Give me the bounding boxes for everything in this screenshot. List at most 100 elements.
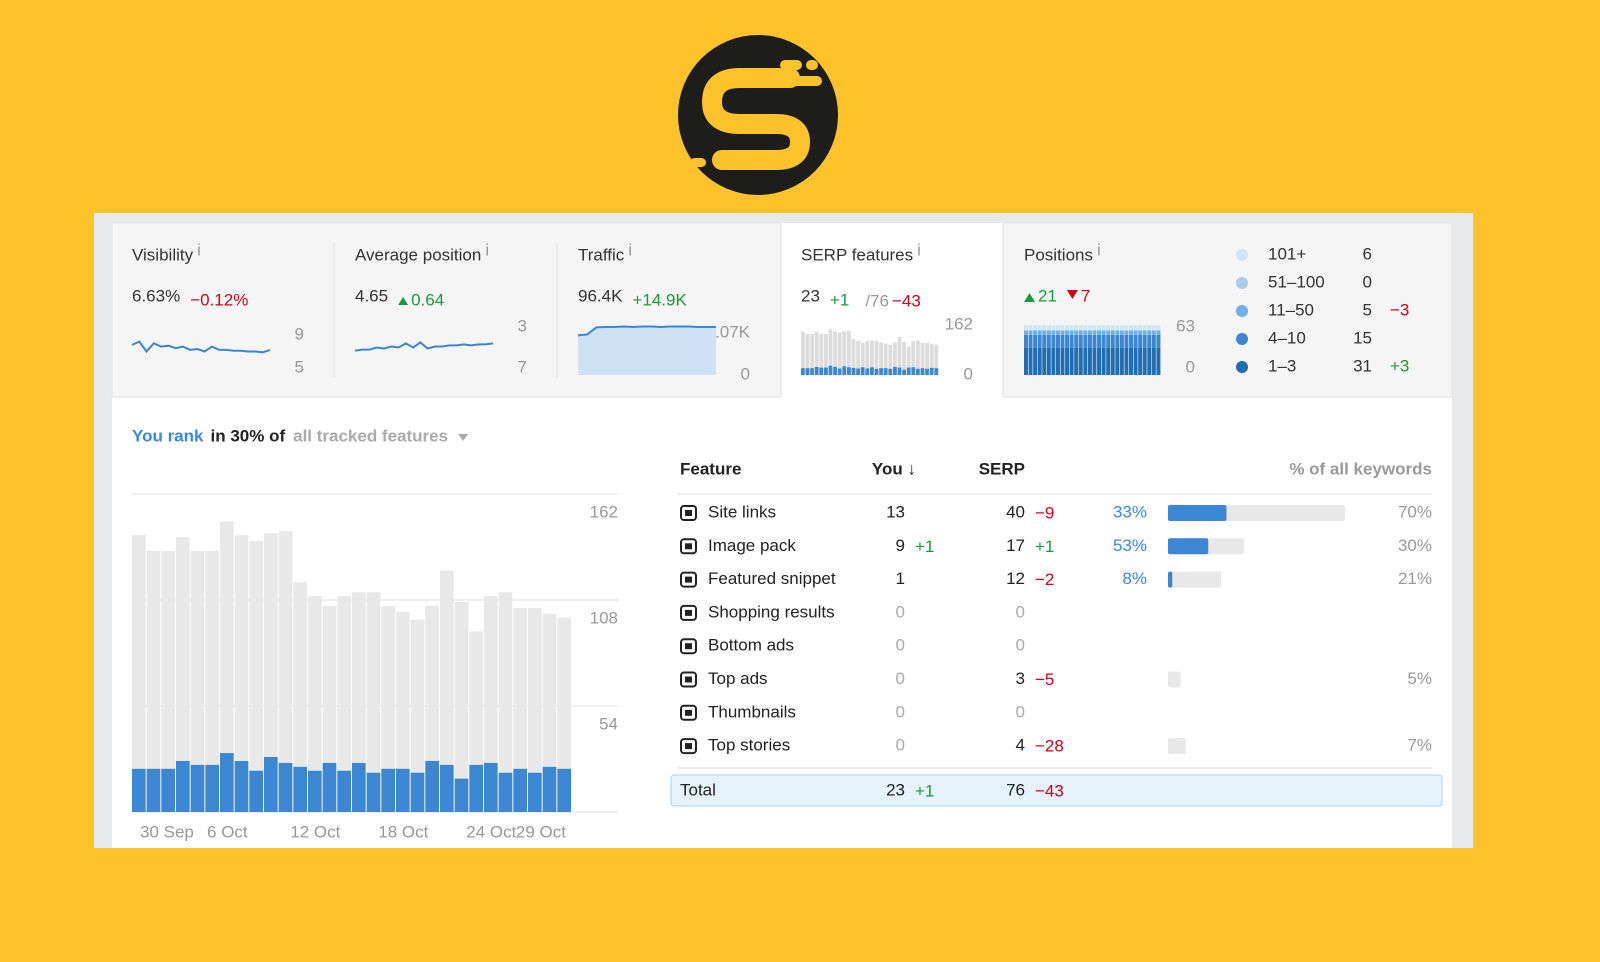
- share-label: 70%: [1398, 502, 1432, 521]
- positions-bar-segment: [1092, 325, 1097, 331]
- serp-change: −5: [1035, 670, 1054, 689]
- bar-you: [146, 768, 161, 812]
- spark-axis-label: 0: [964, 364, 973, 383]
- mini-bar-total: [837, 332, 842, 375]
- spark-axis-label: 7: [518, 357, 527, 376]
- table-header: You ↓: [872, 459, 916, 478]
- bar-total: [381, 605, 395, 812]
- feature-icon-mark: [685, 743, 692, 750]
- mini-bar-total: [851, 338, 856, 375]
- positions-bar-segment: [1142, 334, 1147, 348]
- positions-bar-segment: [1060, 325, 1065, 331]
- positions-bar-segment: [1060, 330, 1065, 335]
- bar-total: [278, 531, 293, 812]
- share-label: 30%: [1398, 536, 1432, 555]
- mini-bar-total: [888, 344, 893, 375]
- mini-bar-you: [874, 368, 879, 375]
- serp-change: +1: [1035, 537, 1054, 556]
- positions-bar-segment: [1119, 334, 1124, 348]
- bar-total: [161, 550, 175, 812]
- mini-bar-you: [893, 366, 897, 375]
- positions-bar-segment: [1101, 330, 1106, 335]
- bar-you: [337, 770, 351, 812]
- positions-bar-segment: [1037, 325, 1042, 331]
- mini-bar-total: [874, 340, 879, 375]
- positions-bar-segment: [1110, 334, 1115, 348]
- mini-bar-total: [883, 343, 888, 375]
- x-tick-label: 18 Oct: [378, 822, 428, 841]
- positions-bar-segment: [1055, 347, 1060, 375]
- share-bar: [1168, 671, 1181, 688]
- mini-bar-you: [929, 367, 934, 375]
- card-title: Positions: [1024, 245, 1093, 264]
- share-bar: [1168, 738, 1186, 755]
- mini-bar-you: [870, 367, 874, 375]
- spark-axis-label: 3: [518, 316, 527, 335]
- positions-bar-segment: [1156, 347, 1161, 375]
- bar-total: [176, 537, 190, 812]
- y-tick-label: 54: [599, 714, 618, 733]
- spark-axis-label: 63: [1176, 316, 1195, 335]
- feature-selector[interactable]: all tracked features: [293, 426, 448, 445]
- bar-you: [205, 764, 219, 812]
- positions-bar-segment: [1115, 330, 1120, 335]
- positions-bar-segment: [1083, 330, 1088, 335]
- positions-bar-segment: [1124, 347, 1129, 375]
- spark-area: [578, 326, 716, 375]
- mini-bar-total: [819, 333, 824, 375]
- bar-total: [190, 550, 205, 812]
- bar-you: [381, 768, 395, 812]
- positions-bar-segment: [1024, 330, 1028, 335]
- x-tick-label: 6 Oct: [207, 822, 248, 841]
- positions-up: 21: [1038, 286, 1057, 305]
- positions-bar-segment: [1129, 347, 1133, 375]
- serp-count: 4: [1016, 736, 1025, 755]
- bar-total: [410, 619, 425, 812]
- feature-icon-mark: [685, 643, 692, 650]
- positions-bar-segment: [1147, 330, 1152, 335]
- x-tick-label: 29 Oct: [516, 822, 566, 841]
- pct-bar: [1168, 505, 1227, 521]
- card-change: +14.9K: [632, 290, 687, 309]
- positions-bar-segment: [1078, 347, 1083, 375]
- you-count: 0: [896, 736, 905, 755]
- mini-bar-total: [920, 342, 925, 375]
- you-count: 0: [896, 636, 905, 655]
- table-header: SERP: [979, 459, 1025, 478]
- positions-bar-segment: [1097, 334, 1102, 348]
- positions-bar-segment: [1133, 347, 1138, 375]
- you-change: +1: [915, 781, 934, 800]
- serp-count: 3: [1016, 669, 1025, 688]
- positions-bar-segment: [1147, 347, 1152, 375]
- mini-bar-you: [805, 368, 810, 375]
- positions-bar-segment: [1097, 325, 1102, 331]
- card-value: 96.4K: [578, 286, 623, 305]
- spark-axis-label: 9: [295, 324, 304, 343]
- mini-bar-you: [888, 368, 893, 375]
- positions-bar-segment: [1069, 325, 1074, 331]
- positions-bar-segment: [1055, 325, 1060, 331]
- spark-line: [577, 325, 716, 337]
- positions-bar-segment: [1156, 325, 1161, 331]
- mini-bar-you: [906, 367, 911, 375]
- mini-bar-total: [805, 333, 810, 375]
- you-count: 0: [896, 669, 905, 688]
- mini-bar-you: [883, 368, 888, 375]
- mini-bar-you: [920, 368, 925, 375]
- mini-bar-you: [842, 366, 847, 375]
- mini-bar-total: [842, 331, 847, 375]
- bar-you: [528, 772, 542, 812]
- positions-bar-segment: [1024, 347, 1028, 375]
- positions-bar-segment: [1101, 347, 1106, 375]
- positions-bar-segment: [1129, 325, 1133, 331]
- table-header: Feature: [680, 459, 741, 478]
- positions-bar-segment: [1119, 325, 1124, 331]
- pct-bar: [1168, 538, 1209, 555]
- positions-bar-segment: [1115, 334, 1120, 348]
- spark-line: [131, 340, 271, 354]
- bar-you: [190, 764, 205, 812]
- feature-icon-mark: [685, 543, 692, 550]
- positions-bar-segment: [1092, 347, 1097, 375]
- positions-bar-segment: [1051, 325, 1056, 331]
